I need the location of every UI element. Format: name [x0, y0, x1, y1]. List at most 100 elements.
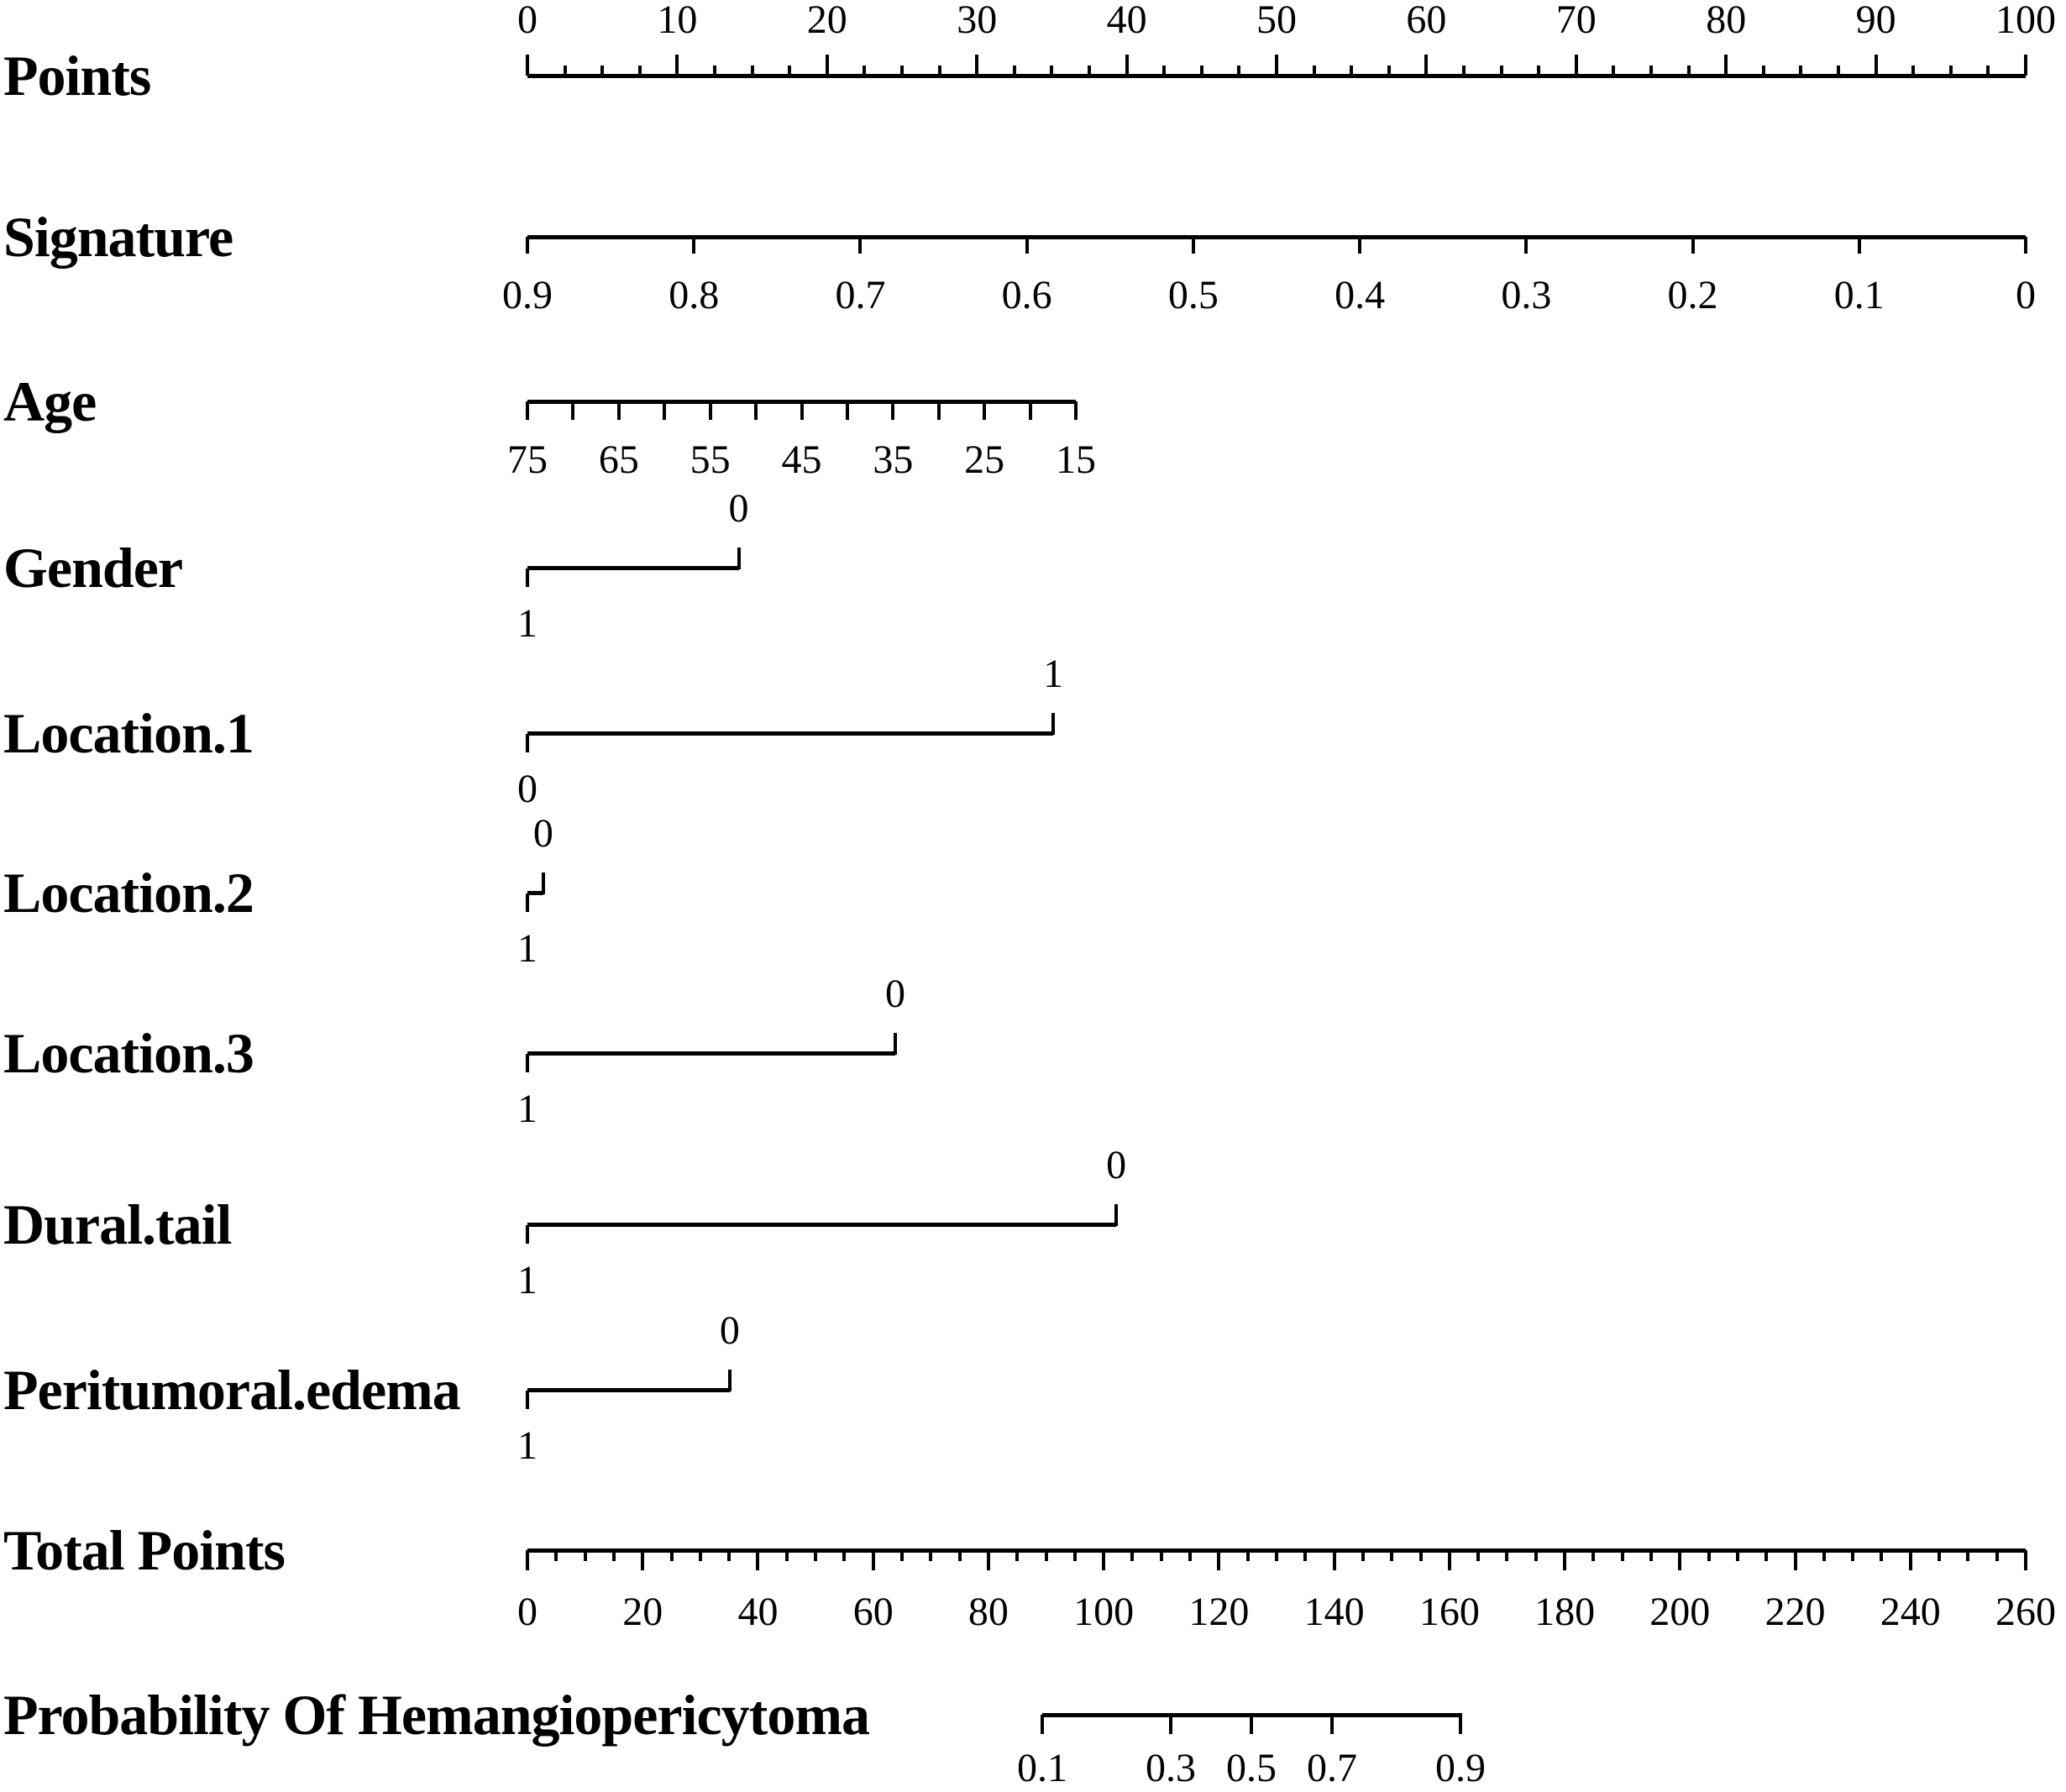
axis-tick-age: [571, 401, 575, 420]
axis-tick-age: [526, 401, 529, 420]
tick-label-age: 35: [873, 438, 914, 482]
axis-tick-total_points: [2024, 1550, 2027, 1570]
axis-tick-total_points: [842, 1550, 847, 1561]
tick-label-total_points: 140: [1303, 1590, 1365, 1634]
axis-tick-points: [713, 65, 716, 76]
category-label-lower-location3: 1: [517, 1087, 537, 1131]
axis-tick-points: [1537, 65, 1541, 76]
tick-label-signature: 0.5: [1167, 273, 1219, 317]
axis-tick-total_points: [1303, 1550, 1308, 1561]
axis-tick-total_points: [1188, 1550, 1193, 1561]
axis-tick-age: [616, 401, 621, 420]
row-label-location-3: Location.3: [3, 1021, 254, 1085]
axis-line-signature: [527, 235, 2026, 239]
axis-tick-total_points: [986, 1550, 990, 1570]
axis-tick-total_points: [1072, 1550, 1077, 1561]
axis-tick-total_points: [554, 1550, 558, 1561]
category-line-location3: [527, 1051, 895, 1056]
axis-tick-points: [1237, 65, 1241, 76]
axis-tick-signature: [858, 237, 863, 254]
category-tick-upper-location2: [541, 872, 545, 894]
axis-tick-points: [1199, 65, 1203, 76]
axis-tick-points: [1612, 65, 1616, 76]
category-label-lower-dural_tail: 1: [517, 1258, 537, 1302]
axis-tick-total_points: [1015, 1550, 1020, 1561]
axis-tick-total_points: [698, 1550, 702, 1561]
axis-tick-points: [526, 55, 529, 76]
axis-tick-points: [1761, 65, 1765, 76]
tick-label-signature: 0: [2016, 273, 2036, 317]
axis-tick-total_points: [814, 1550, 818, 1561]
axis-tick-total_points: [1620, 1550, 1624, 1561]
axis-tick-points: [1050, 65, 1054, 76]
category-tick-upper-location3: [893, 1033, 897, 1055]
axis-tick-total_points: [1159, 1550, 1163, 1561]
axis-tick-points: [600, 65, 605, 76]
category-line-location1: [527, 731, 1054, 736]
axis-tick-signature: [526, 237, 529, 254]
row-label-signature: Signature: [3, 205, 233, 269]
category-label-lower-gender: 1: [517, 601, 537, 646]
axis-tick-age: [983, 401, 987, 420]
axis-tick-signature: [1191, 237, 1195, 254]
tick-label-total_points: 0: [517, 1590, 537, 1634]
axis-tick-signature: [1524, 237, 1529, 254]
axis-tick-total_points: [1966, 1550, 1970, 1561]
tick-label-points: 60: [1406, 0, 1447, 42]
category-line-peritumoral_edema: [527, 1388, 730, 1392]
tick-label-signature: 0.8: [669, 273, 720, 317]
axis-tick-total_points: [1275, 1550, 1278, 1561]
category-tick-upper-dural_tail: [1114, 1204, 1119, 1226]
row-label-dural-tail: Dural.tail: [3, 1192, 232, 1256]
tick-label-points: 90: [1855, 0, 1896, 42]
tick-label-total_points: 240: [1880, 1590, 1941, 1634]
tick-label-points: 40: [1106, 0, 1147, 42]
axis-tick-signature: [692, 237, 696, 254]
tick-label-total_points: 200: [1649, 1590, 1711, 1634]
axis-tick-total_points: [1102, 1550, 1106, 1570]
axis-tick-points: [1574, 55, 1578, 76]
tick-label-signature: 0.1: [1833, 273, 1885, 317]
axis-tick-age: [845, 401, 849, 420]
category-tick-lower-gender: [526, 569, 529, 587]
axis-tick-total_points: [1476, 1550, 1481, 1561]
tick-label-points: 80: [1706, 0, 1747, 42]
axis-tick-signature: [1025, 237, 1029, 254]
axis-tick-total_points: [526, 1550, 529, 1570]
tick-label-signature: 0.6: [1001, 273, 1052, 317]
axis-tick-total_points: [1793, 1550, 1797, 1570]
axis-tick-points: [1125, 55, 1129, 76]
tick-label-points: 10: [657, 0, 698, 42]
tick-label-probability: 0.5: [1226, 1746, 1277, 1790]
category-label-lower-location2: 1: [517, 926, 537, 971]
tick-label-total_points: 20: [622, 1590, 663, 1634]
axis-tick-points: [637, 65, 642, 76]
axis-tick-points: [1837, 65, 1840, 76]
axis-tick-points: [1948, 65, 1953, 76]
axis-tick-total_points: [727, 1550, 731, 1561]
axis-tick-probability: [1329, 1715, 1334, 1734]
tick-label-probability: 0.9: [1434, 1746, 1486, 1790]
axis-tick-points: [1686, 65, 1691, 76]
axis-tick-points: [1312, 65, 1316, 76]
tick-label-signature: 0.2: [1667, 273, 1718, 317]
tick-label-points: 0: [517, 0, 537, 42]
category-line-location2: [527, 891, 543, 895]
axis-tick-age: [1074, 401, 1078, 420]
axis-tick-points: [1088, 65, 1091, 76]
category-line-gender: [527, 566, 739, 570]
axis-tick-points: [2024, 55, 2027, 76]
category-label-upper-gender: 0: [728, 486, 749, 531]
axis-tick-signature: [2024, 237, 2027, 254]
axis-tick-total_points: [1707, 1550, 1711, 1561]
tick-label-total_points: 180: [1534, 1590, 1596, 1634]
axis-tick-total_points: [1447, 1550, 1451, 1570]
axis-tick-total_points: [583, 1550, 587, 1561]
axis-tick-points: [750, 65, 754, 76]
tick-label-age: 65: [598, 438, 639, 482]
axis-tick-total_points: [1995, 1550, 1999, 1561]
axis-tick-points: [1986, 65, 1990, 76]
axis-tick-points: [975, 55, 979, 76]
axis-tick-age: [800, 401, 804, 420]
